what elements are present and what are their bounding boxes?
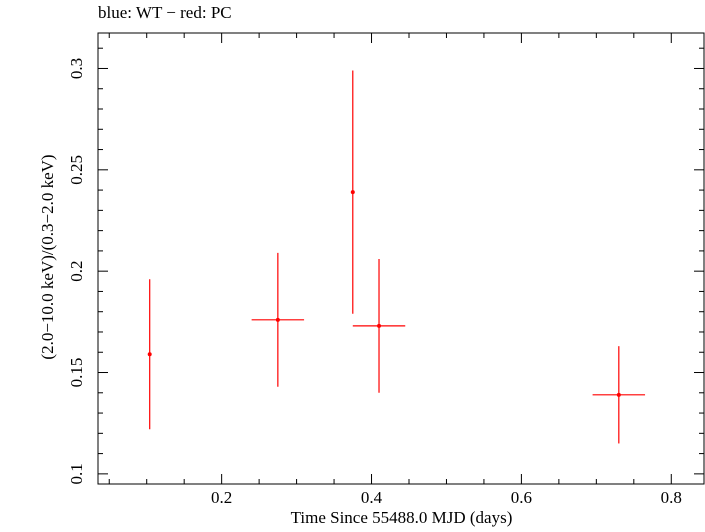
x-tick-label: 0.2 — [211, 488, 232, 507]
data-point — [147, 352, 152, 357]
y-tick-label: 0.3 — [67, 58, 86, 79]
x-tick-label: 0.6 — [511, 488, 532, 507]
x-axis-label: Time Since 55488.0 MJD (days) — [290, 508, 513, 527]
y-tick-label: 0.25 — [67, 155, 86, 185]
y-tick-label: 0.15 — [67, 358, 86, 388]
plot-frame — [97, 32, 705, 485]
data-point — [350, 190, 355, 195]
data-point — [616, 392, 621, 397]
y-tick-label: 0.2 — [67, 261, 86, 282]
x-tick-label: 0.8 — [661, 488, 682, 507]
chart-title: blue: WT − red: PC — [98, 3, 232, 22]
y-tick-label: 0.1 — [67, 463, 86, 484]
data-point — [377, 323, 382, 328]
y-axis-label: (2.0−10.0 keV)/(0.3−2.0 keV) — [38, 154, 57, 360]
data-point — [275, 317, 280, 322]
x-tick-label: 0.4 — [361, 488, 383, 507]
